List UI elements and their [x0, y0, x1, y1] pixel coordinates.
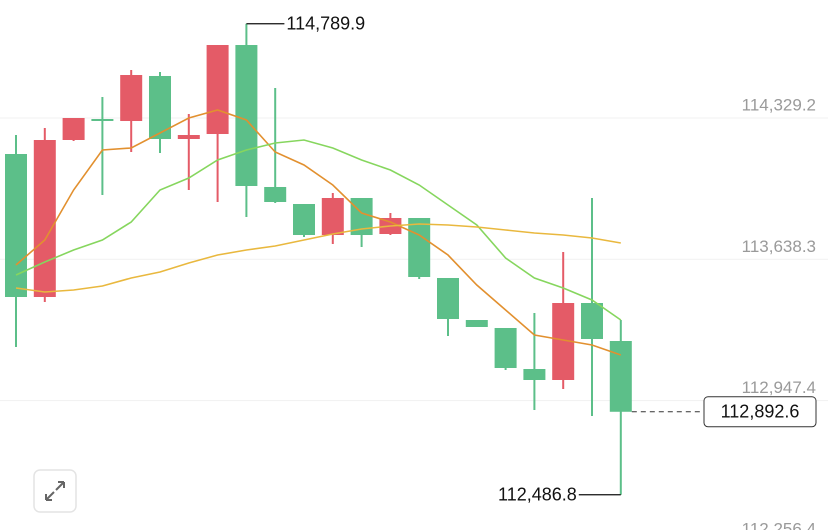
candle-body [149, 75, 171, 139]
candle-body [206, 45, 229, 135]
candle-body [609, 341, 632, 412]
expand-button[interactable] [33, 469, 77, 513]
candle-body [581, 303, 603, 339]
y-tick-label: 113,638.3 [742, 237, 816, 256]
moving-average-line [15, 223, 621, 293]
candle-body [321, 197, 344, 236]
candle-body [494, 327, 517, 368]
candle-body [293, 204, 315, 236]
max-label: 114,789.9 [286, 14, 365, 34]
moving-average-line [15, 139, 622, 321]
min-label: 112,486.8 [498, 485, 577, 505]
last-price-label: 112,892.6 [721, 402, 800, 422]
expand-button-frame[interactable] [33, 469, 77, 513]
candle-body [408, 217, 431, 277]
candle-body [120, 75, 143, 122]
expand-icon[interactable] [45, 481, 65, 501]
candle-body [264, 186, 287, 203]
candle-body [235, 45, 258, 186]
y-tick-label: 114,329.2 [742, 95, 816, 114]
candle-body [523, 368, 546, 380]
candle-body [465, 320, 488, 327]
candle-body [437, 277, 459, 319]
y-tick-label: 112,947.4 [742, 378, 816, 397]
last-price-box [703, 396, 817, 428]
candle-body [177, 135, 200, 139]
candle-body [5, 154, 27, 297]
candle-body [33, 140, 56, 297]
candle-body [552, 303, 575, 380]
candle-body [91, 118, 114, 121]
moving-average-line [15, 109, 622, 356]
y-tick-label: 112,256.4 [742, 519, 816, 530]
candle-body [62, 117, 85, 140]
